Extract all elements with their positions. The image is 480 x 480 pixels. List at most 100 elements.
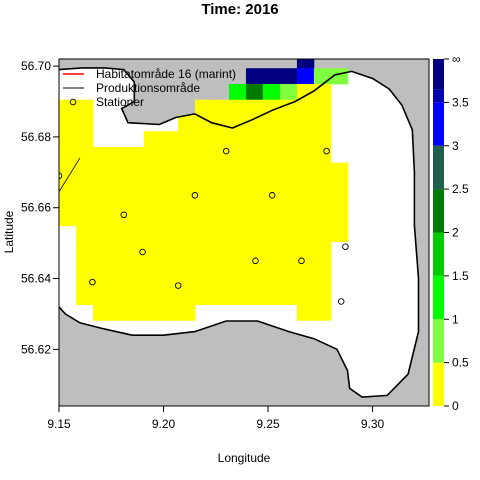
grid-cell <box>262 241 281 258</box>
grid-cell <box>313 68 332 85</box>
grid-cell <box>160 225 179 242</box>
grid-cell <box>126 273 145 290</box>
grid-cell <box>245 162 264 179</box>
grid-cell <box>228 194 247 211</box>
grid-cell <box>194 241 213 258</box>
y-tick-label: 56.64 <box>21 272 51 286</box>
grid-cell <box>330 225 349 242</box>
colorbar-bin <box>433 102 444 146</box>
grid-cell <box>279 210 298 227</box>
grid-cell <box>296 146 315 164</box>
grid-cell <box>279 83 298 101</box>
grid-cell <box>75 273 94 290</box>
grid-cell <box>262 273 281 290</box>
grid-cell <box>59 99 77 116</box>
grid-cell <box>228 210 247 227</box>
grid-cell <box>211 99 230 116</box>
grid-cell <box>313 257 332 274</box>
grid-cell <box>245 194 264 211</box>
grid-cell <box>177 241 196 258</box>
grid-cell <box>143 210 162 227</box>
grid-cell <box>262 178 281 195</box>
grid-cell <box>211 241 230 258</box>
grid-cell <box>296 83 315 101</box>
grid-cell <box>92 162 111 179</box>
grid-cell <box>296 59 315 69</box>
colorbar-bin <box>433 319 444 363</box>
colorbar-tick-label: 1.5 <box>452 269 469 283</box>
colorbar-bin <box>433 59 444 90</box>
grid-cell <box>92 225 111 242</box>
grid-cell <box>160 257 179 274</box>
grid-cell <box>109 257 128 274</box>
grid-cell <box>211 115 230 132</box>
grid-cell <box>75 131 94 148</box>
grid-cell <box>143 178 162 195</box>
grid-cell <box>75 241 94 258</box>
grid-cell <box>296 194 315 211</box>
colorbar-tick-label: 3 <box>452 139 459 153</box>
grid-cell <box>296 225 315 242</box>
grid-cell <box>279 273 298 290</box>
grid-cell <box>177 288 196 305</box>
grid-cell <box>109 210 128 227</box>
grid-cell <box>245 131 264 148</box>
grid-cell <box>177 257 196 274</box>
grid-cell <box>228 131 247 148</box>
grid-cell <box>143 225 162 242</box>
grid-cell <box>330 194 349 211</box>
grid-cell <box>194 131 213 148</box>
grid-cell <box>279 241 298 258</box>
grid-cell <box>211 178 230 195</box>
grid-cell <box>228 146 247 164</box>
grid-cell <box>245 115 264 132</box>
grid-cell <box>194 210 213 227</box>
grid-cell <box>262 288 281 305</box>
grid-cell <box>296 288 315 305</box>
legend-label-habitat: Habitatområde 16 (marint) <box>96 67 236 81</box>
station-marker <box>120 211 128 219</box>
grid-cell <box>245 241 264 258</box>
grid-cell <box>313 194 332 211</box>
grid-cell <box>279 194 298 211</box>
station-marker <box>337 298 345 305</box>
grid-cell <box>109 146 128 164</box>
grid-cell <box>126 210 145 227</box>
station-marker <box>323 147 330 155</box>
grid-cell <box>279 257 298 274</box>
grid-cell <box>194 194 213 211</box>
grid-cell <box>160 210 179 227</box>
production-boundary <box>59 157 81 193</box>
grid-cell <box>245 210 264 227</box>
grid-cell <box>228 257 247 274</box>
station-marker <box>268 192 276 199</box>
colorbar-bin <box>433 232 444 276</box>
grid-cell <box>143 288 162 305</box>
grid-cell <box>245 257 264 274</box>
grid-cell <box>313 241 332 258</box>
grid-cell <box>245 225 264 242</box>
grid-cell <box>143 304 162 321</box>
grid-cell <box>109 162 128 179</box>
grid-cell <box>92 178 111 195</box>
grid-cell <box>279 68 298 85</box>
chart-title: Time: 2016 <box>201 1 279 18</box>
colorbar-bin <box>433 189 444 233</box>
grid-cell <box>126 146 145 164</box>
grid-cell <box>296 162 315 179</box>
grid-cell <box>194 257 213 274</box>
grid-cell <box>59 162 77 179</box>
plot-frame <box>58 58 430 407</box>
legend-label-stations: Stationer <box>96 95 144 109</box>
station-marker <box>89 278 96 286</box>
grid-cell <box>228 225 247 242</box>
grid-cell <box>194 225 213 242</box>
grid-cell <box>262 257 281 274</box>
grid-cell <box>75 146 94 164</box>
station-marker <box>174 282 182 289</box>
y-tick-label: 56.66 <box>21 201 51 215</box>
y-axis-label: Latitude <box>2 210 16 253</box>
grid-cell <box>296 131 315 148</box>
grid-cell <box>296 115 315 132</box>
grid-cell <box>75 194 94 211</box>
